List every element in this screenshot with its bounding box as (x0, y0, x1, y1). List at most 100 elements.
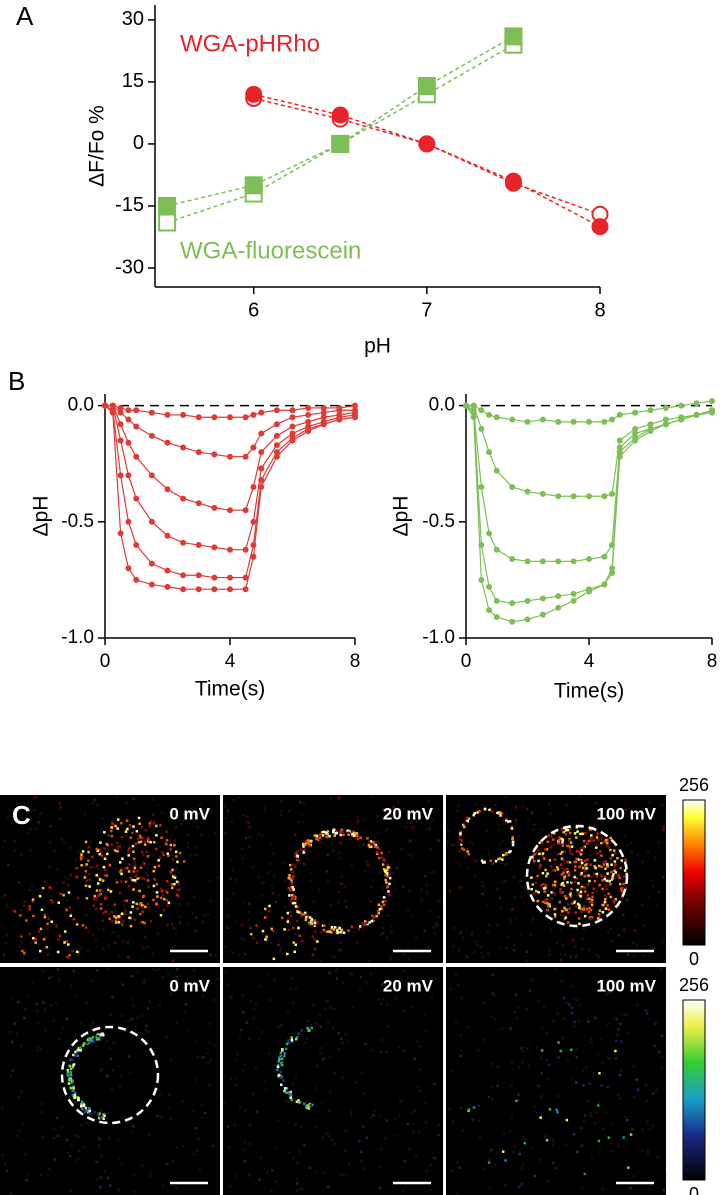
pixel (77, 1098, 81, 1102)
pixel (296, 1182, 299, 1185)
pixel (646, 1152, 650, 1155)
pixel (448, 889, 452, 893)
pixel (283, 1052, 286, 1055)
pixel (44, 936, 47, 940)
pixel (87, 850, 90, 854)
pixel (472, 950, 476, 954)
pixel (322, 1057, 325, 1061)
pixel (579, 853, 583, 856)
pixel (338, 856, 341, 860)
pixel (127, 1055, 131, 1058)
pixel (313, 1086, 317, 1090)
pixel (616, 857, 619, 860)
point (211, 504, 218, 511)
point (273, 449, 280, 456)
pixel (501, 858, 504, 861)
pixel (71, 1080, 75, 1083)
pixel (275, 1071, 279, 1074)
point (509, 618, 516, 625)
pixel (451, 1169, 454, 1173)
pixel (370, 795, 374, 798)
point (352, 402, 358, 409)
pixel (370, 1048, 374, 1052)
pixel (382, 867, 386, 871)
pixel (467, 852, 471, 856)
pixel (346, 829, 349, 833)
pixel (152, 853, 155, 856)
point (211, 544, 218, 551)
pixel (1, 895, 5, 898)
pixel (460, 843, 463, 847)
pixel (614, 863, 617, 866)
pixel (72, 1086, 75, 1090)
pixel (537, 891, 540, 894)
pixel (593, 879, 597, 883)
pixel (557, 841, 560, 845)
pixel (77, 1057, 81, 1060)
pixel (68, 906, 72, 909)
pixel (70, 1058, 74, 1062)
pixel (194, 1078, 197, 1082)
point (647, 428, 654, 435)
pixel (587, 839, 591, 843)
pixel (63, 875, 66, 879)
pixel (290, 897, 294, 901)
pixel (304, 841, 308, 844)
pixel (379, 871, 382, 875)
pixel (201, 920, 204, 924)
pixel (479, 946, 482, 949)
pixel (261, 929, 265, 933)
pixel (240, 923, 244, 927)
pixel (543, 857, 546, 860)
pixel (600, 841, 603, 845)
pixel (499, 812, 503, 815)
voltage-label: 20 mV (383, 804, 434, 823)
pixel (109, 890, 113, 893)
pixel (321, 1136, 325, 1140)
pixel (129, 1070, 132, 1074)
pixel (610, 990, 613, 994)
pixel (252, 1016, 256, 1020)
x-axis-label: pH (364, 335, 391, 358)
pixel (120, 868, 123, 872)
pixel (304, 840, 308, 843)
pixel (493, 1017, 497, 1021)
pixel (11, 1040, 14, 1043)
pixel (385, 871, 389, 875)
pixel (496, 828, 500, 832)
point (470, 414, 477, 421)
pixel (313, 921, 317, 925)
pixel (281, 1054, 285, 1057)
pixel (113, 867, 117, 870)
pixel (216, 977, 219, 981)
pixel (277, 1060, 281, 1063)
pixel (381, 863, 385, 866)
pixel (360, 1071, 364, 1075)
pixel (476, 943, 479, 947)
pixel (580, 885, 584, 889)
pixel (138, 822, 141, 825)
pixel (604, 838, 608, 842)
colorbar-label: 256 (679, 975, 709, 995)
pixel (356, 837, 360, 841)
pixel (6, 863, 10, 867)
point (616, 411, 623, 418)
pixel (22, 956, 25, 960)
pixel (378, 856, 381, 860)
pixel (293, 950, 297, 954)
pixel (300, 1187, 304, 1190)
pixel (630, 842, 633, 845)
pixel (165, 1035, 169, 1039)
pixel (270, 927, 274, 931)
pixel (660, 1067, 664, 1070)
pixel (591, 906, 595, 909)
pixel (561, 913, 565, 917)
pixel (152, 827, 156, 831)
point (693, 411, 700, 418)
pixel (420, 898, 423, 901)
pixel (74, 1100, 77, 1104)
pixel (245, 815, 248, 818)
pixel (156, 1114, 159, 1118)
pixel (532, 859, 536, 863)
pixel (374, 843, 378, 847)
